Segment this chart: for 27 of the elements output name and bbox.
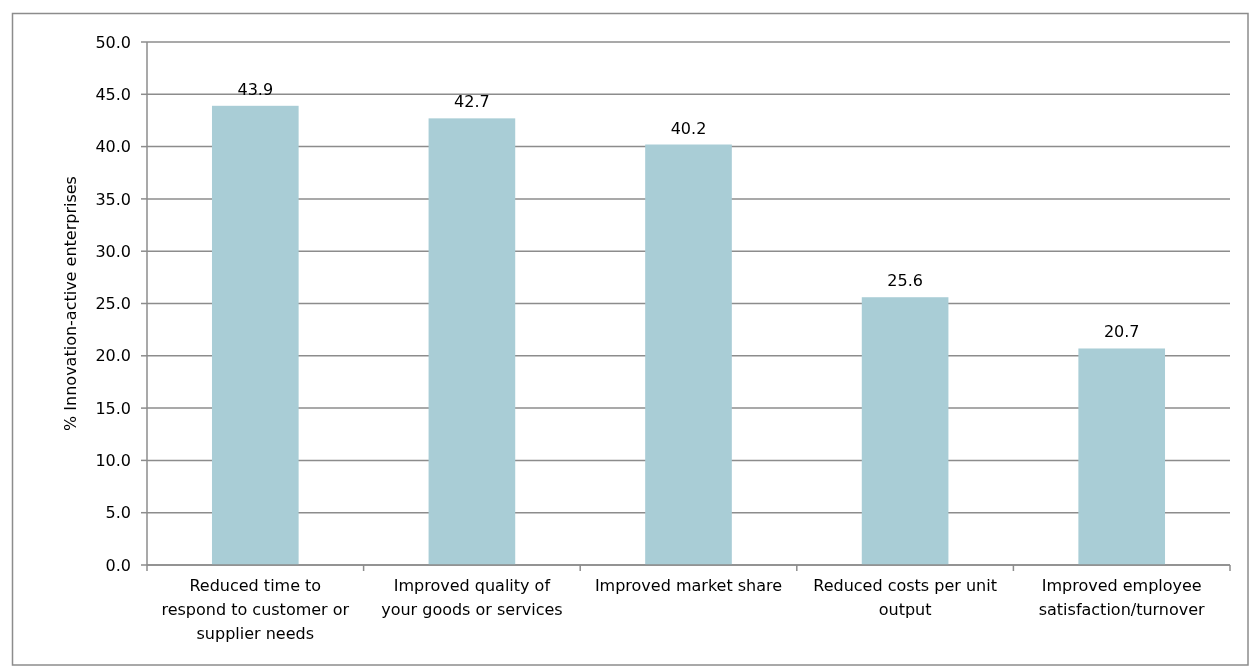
- bar: [645, 144, 732, 565]
- y-tick-label: 0.0: [105, 555, 131, 575]
- y-tick-label: 50.0: [95, 32, 131, 52]
- bar: [211, 105, 299, 565]
- y-tick-label: 45.0: [95, 84, 131, 104]
- data-label: 40.2: [670, 118, 707, 138]
- x-tick-label: Reduced time to respond to customer or supplier needs: [161, 576, 350, 643]
- y-tick-label: 35.0: [95, 189, 131, 209]
- y-tick-label: 15.0: [95, 398, 131, 418]
- y-tick-label: 40.0: [95, 137, 131, 157]
- data-label: 42.7: [454, 92, 490, 112]
- data-label: 25.6: [887, 271, 923, 291]
- x-tick-label: Reduced costs per unit output: [813, 576, 997, 619]
- bar: [428, 118, 516, 565]
- data-label: 20.7: [1103, 322, 1140, 342]
- y-axis-title: % Innovation-active enterprises: [60, 176, 80, 431]
- y-tick-label: 10.0: [95, 451, 131, 470]
- x-tick-label: Improved employee satisfaction/turnover: [1038, 576, 1206, 619]
- y-tick-label: 20.0: [95, 346, 131, 366]
- bar: [1078, 348, 1166, 565]
- data-label: 43.9: [237, 79, 274, 99]
- bar: [861, 297, 949, 565]
- x-tick-label: Improved quality of your goods or services: [381, 576, 563, 619]
- y-tick-label: 25.0: [95, 294, 131, 314]
- x-tick-label: Improved market share: [594, 576, 783, 595]
- y-tick-label: 30.0: [95, 241, 131, 261]
- y-tick-label: 5.0: [105, 503, 131, 523]
